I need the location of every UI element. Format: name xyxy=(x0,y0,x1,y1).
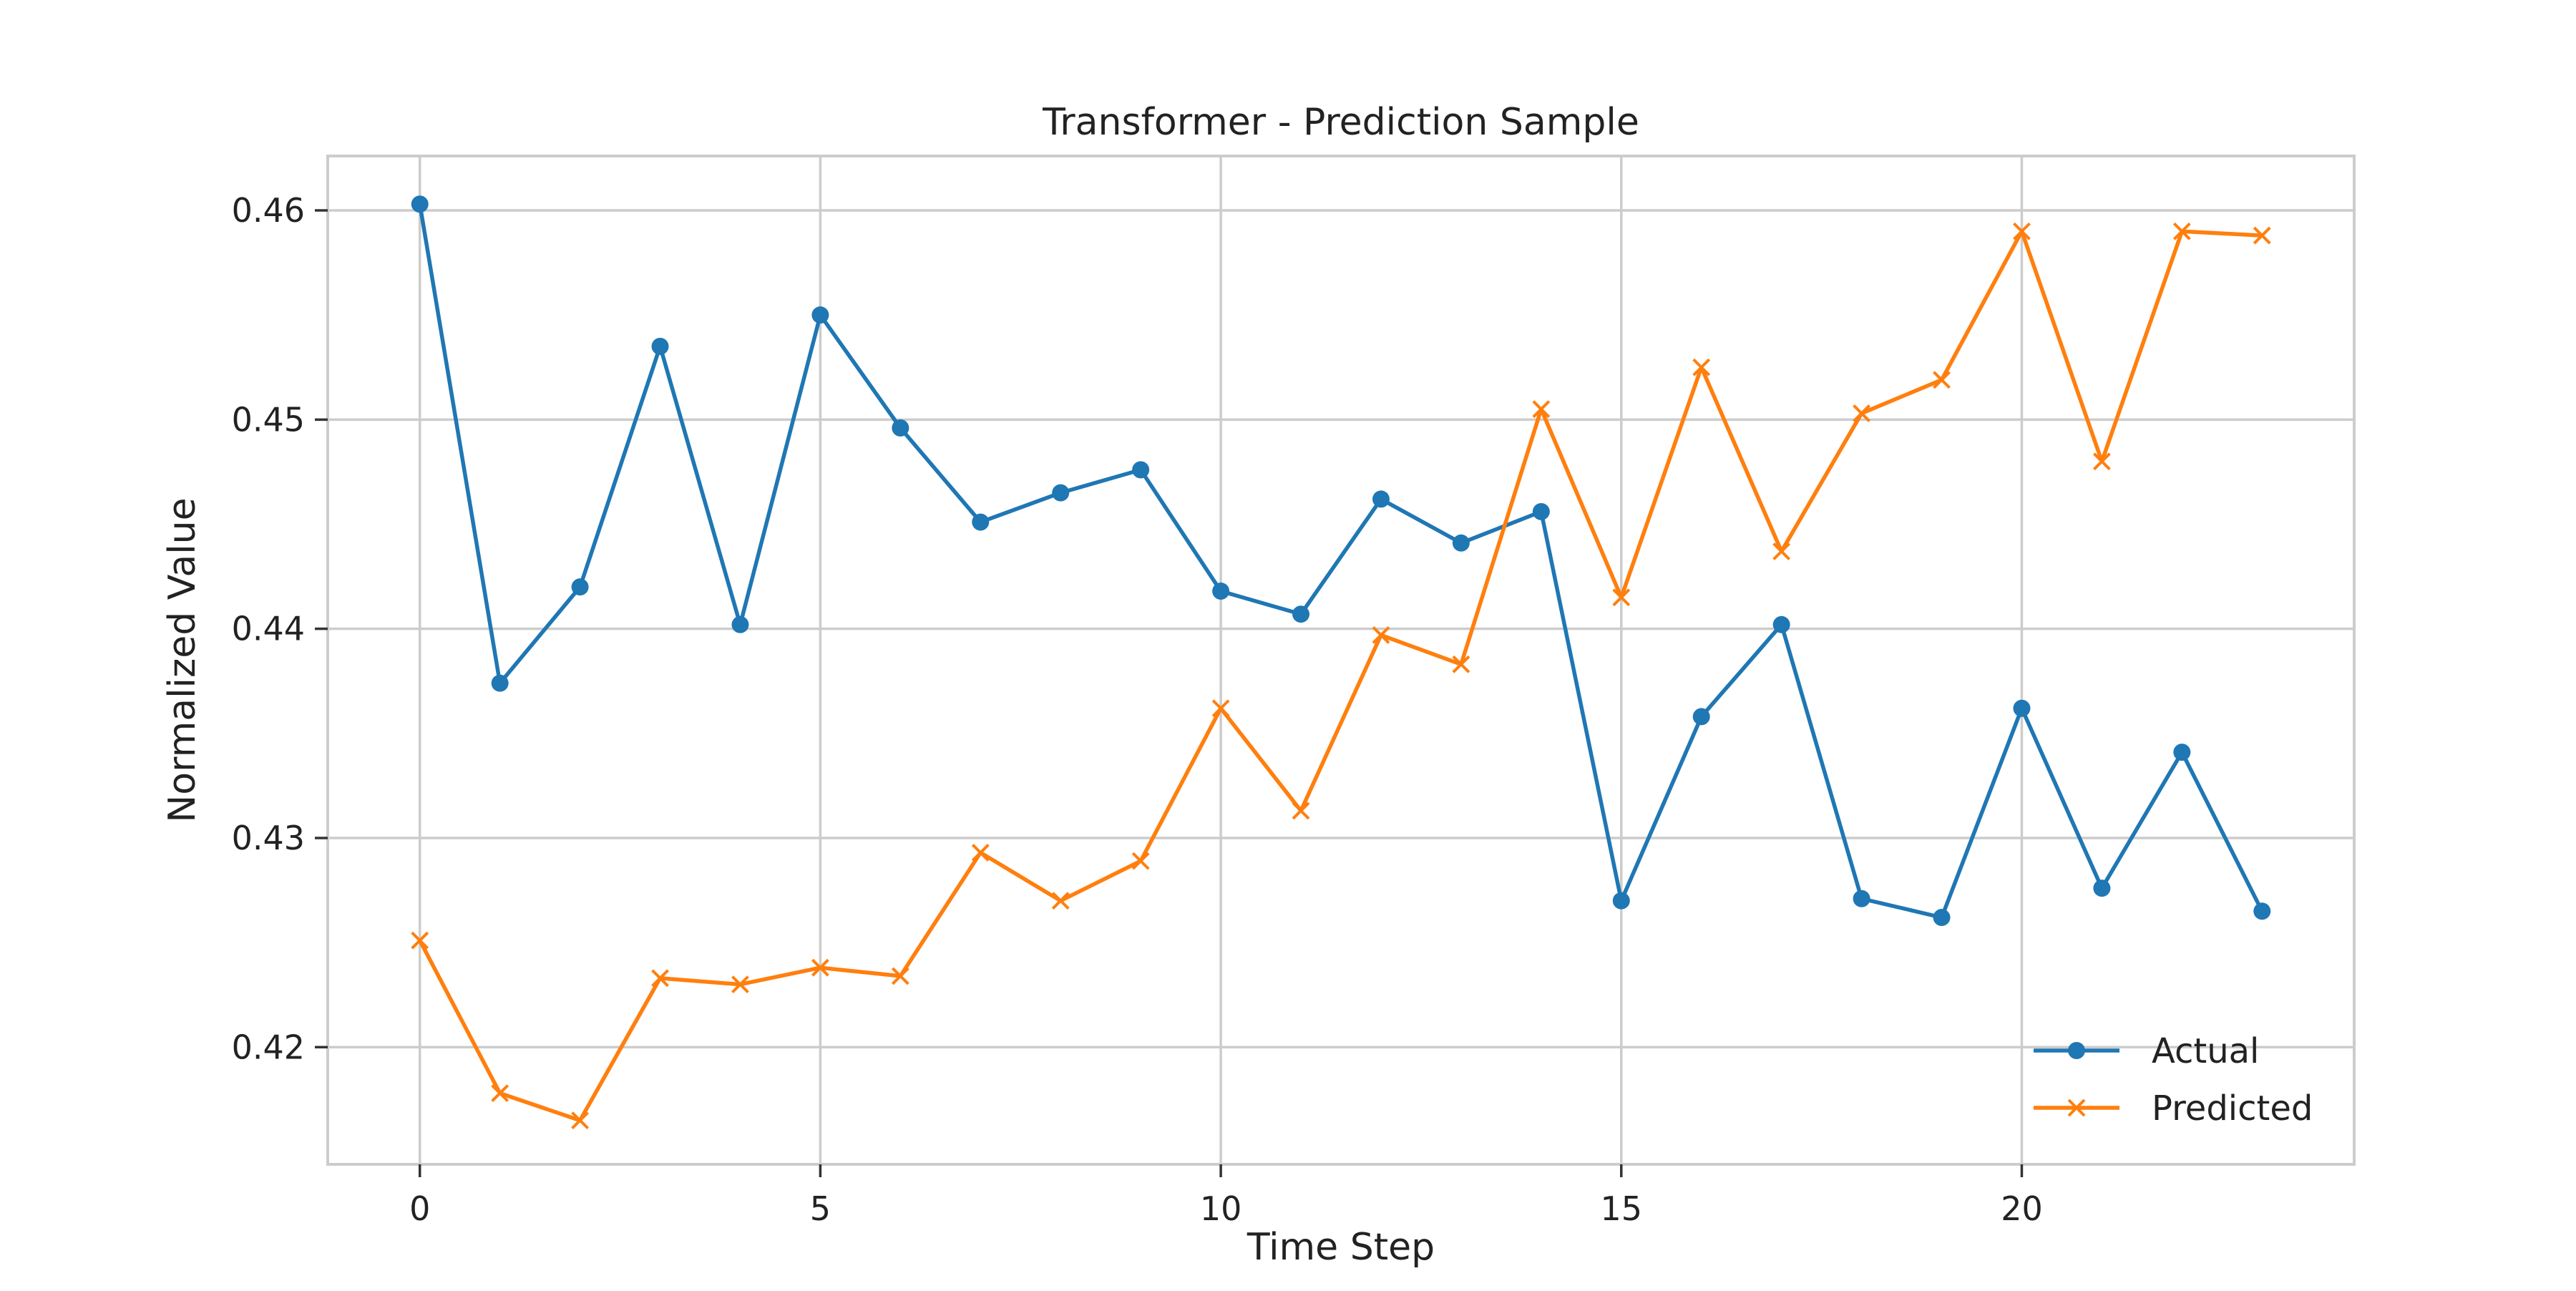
actual-point xyxy=(1452,534,1470,552)
predicted-point xyxy=(1612,588,1631,607)
legend-item-predicted: Predicted xyxy=(2034,1088,2313,1129)
actual-point xyxy=(2093,880,2111,897)
actual-point xyxy=(1853,890,1870,907)
predicted-point xyxy=(1372,626,1390,644)
actual-point xyxy=(2013,699,2031,717)
predicted-point xyxy=(2013,222,2031,240)
predicted-point xyxy=(1452,655,1470,673)
plot-frame xyxy=(326,155,2356,1166)
predicted-line xyxy=(418,229,2263,1123)
x-tick-label: 0 xyxy=(409,1189,430,1228)
predicted-point xyxy=(811,958,829,977)
predicted-point xyxy=(2253,226,2271,245)
predicted-point xyxy=(1131,852,1150,870)
predicted-point xyxy=(1051,892,1070,910)
actual-point xyxy=(1372,490,1390,508)
actual-point xyxy=(491,674,509,692)
chart-title: Transformer - Prediction Sample xyxy=(1042,101,1639,144)
y-tick-label: 0.43 xyxy=(232,819,305,857)
y-tick-label: 0.42 xyxy=(232,1028,305,1066)
actual-series xyxy=(411,195,2271,927)
actual-line xyxy=(418,203,2264,920)
actual-point xyxy=(892,419,909,437)
actual-point xyxy=(2253,902,2271,920)
y-tick-label: 0.45 xyxy=(232,400,305,439)
legend-label: Predicted xyxy=(2152,1088,2313,1129)
predicted-point xyxy=(1692,358,1711,376)
actual-point xyxy=(1052,484,1070,502)
predicted-point xyxy=(1211,699,1230,718)
actual-point xyxy=(2173,744,2191,761)
legend-marker xyxy=(2067,1098,2086,1117)
y-axis-label: Normalized Value xyxy=(161,497,204,822)
actual-point xyxy=(651,338,669,356)
legend-marker xyxy=(2068,1042,2085,1059)
actual-point xyxy=(1212,583,1230,600)
predicted-point xyxy=(891,967,909,985)
predicted-point xyxy=(731,975,749,994)
x-axis-label: Time Step xyxy=(1246,1226,1435,1269)
actual-point xyxy=(811,306,829,324)
legend: Actual Predicted xyxy=(2034,1031,2313,1129)
predicted-point xyxy=(1933,371,1951,389)
actual-point xyxy=(571,578,589,596)
actual-point xyxy=(1612,892,1630,910)
actual-point xyxy=(1532,502,1550,520)
predicted-point xyxy=(1292,802,1310,820)
y-tick-label: 0.46 xyxy=(232,191,305,230)
actual-point xyxy=(411,195,429,213)
predicted-series xyxy=(411,222,2271,1130)
actual-point xyxy=(972,513,990,531)
predicted-point xyxy=(651,969,669,988)
predicted-point xyxy=(2172,222,2191,240)
x-tick-label: 20 xyxy=(2001,1189,2043,1228)
y-tick-label: 0.44 xyxy=(232,610,305,648)
x-tick-label: 10 xyxy=(1200,1189,1242,1228)
x-tick-label: 15 xyxy=(1601,1189,1643,1228)
x-tick-label: 5 xyxy=(810,1189,831,1228)
actual-point xyxy=(1692,708,1710,726)
predicted-point xyxy=(571,1111,590,1130)
actual-point xyxy=(1292,605,1310,623)
predicted-point xyxy=(971,844,990,862)
actual-point xyxy=(1933,909,1951,927)
predicted-point xyxy=(1532,400,1551,419)
predicted-point xyxy=(411,931,429,950)
legend-label: Actual xyxy=(2152,1031,2259,1071)
actual-point xyxy=(1772,615,1790,633)
predicted-point xyxy=(491,1084,509,1103)
predicted-point xyxy=(1772,542,1791,560)
predicted-point xyxy=(2092,452,2111,471)
predicted-point xyxy=(1853,404,1871,422)
actual-point xyxy=(1132,461,1150,479)
legend-item-actual: Actual xyxy=(2034,1031,2259,1071)
actual-point xyxy=(731,615,749,633)
